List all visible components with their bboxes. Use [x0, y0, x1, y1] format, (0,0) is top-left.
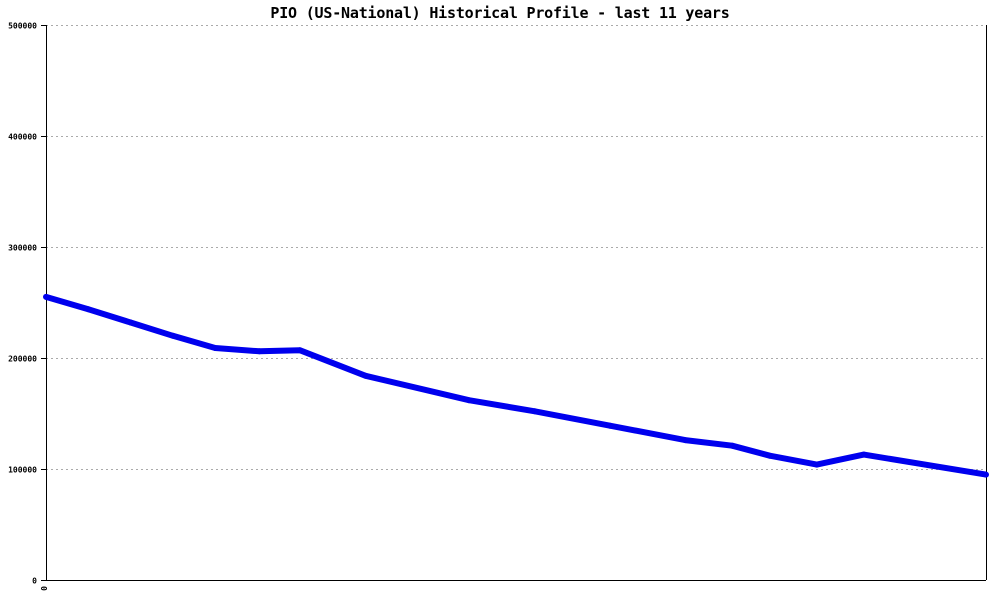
series-layer — [43, 293, 989, 478]
tick-labels: 0 100000 200000 300000 400000 500000 0 — [8, 22, 49, 591]
data-point — [729, 442, 736, 449]
data-point — [127, 319, 134, 326]
data-point — [362, 372, 369, 379]
data-point — [860, 451, 867, 458]
y-tick-label: 300000 — [8, 244, 37, 253]
data-point — [256, 348, 263, 355]
y-tick-label: 0 — [32, 577, 37, 586]
data-point — [296, 347, 303, 354]
grid-lines — [46, 25, 986, 470]
data-point — [43, 293, 49, 300]
chart-title: PIO (US-National) Historical Profile - l… — [270, 4, 730, 22]
y-tick-label: 400000 — [8, 133, 37, 142]
series-line-0 — [45, 294, 987, 478]
data-point — [169, 332, 176, 339]
y-tick-label: 100000 — [8, 466, 37, 475]
data-point — [766, 452, 773, 459]
data-point — [607, 422, 613, 429]
data-point — [983, 471, 989, 478]
y-tick-label: 200000 — [8, 355, 37, 364]
data-point — [212, 345, 219, 351]
data-point — [85, 306, 92, 313]
x-tick-label: 0 — [40, 586, 49, 591]
data-point — [813, 461, 820, 468]
data-point — [466, 397, 472, 404]
y-tick-label: 500000 — [8, 22, 37, 31]
data-point — [531, 408, 538, 415]
data-point — [682, 437, 689, 444]
axes — [41, 25, 987, 581]
